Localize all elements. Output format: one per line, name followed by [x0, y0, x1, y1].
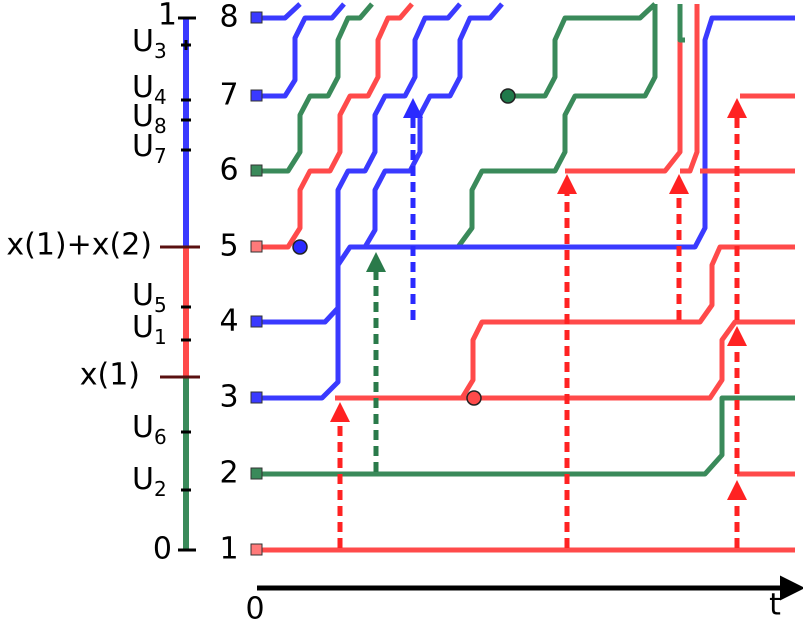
level-label: 2 [219, 456, 238, 491]
scale-label: U8 [132, 99, 167, 138]
level-label: 3 [219, 380, 238, 415]
scale-label: U5 [132, 278, 167, 317]
scale-label: U4 [132, 70, 167, 109]
scale-label: x(1)+x(2) [6, 228, 152, 263]
scale-label: U6 [132, 410, 167, 449]
scale-label: U2 [132, 462, 167, 501]
scale-label: U1 [132, 310, 167, 349]
level-label: 5 [219, 229, 238, 264]
level-label: 8 [219, 0, 238, 35]
scale-label: 0 [153, 532, 172, 567]
scale-label: 1 [158, 0, 177, 33]
level-label: 6 [219, 153, 238, 188]
jump-arrows [330, 98, 747, 548]
scale-label: U7 [132, 129, 167, 168]
scale-bar [160, 16, 200, 552]
trajectories [262, 2, 795, 553]
time-label: t [769, 588, 781, 623]
level-label: 7 [219, 78, 238, 113]
scale-label: U3 [132, 24, 167, 63]
level-label: 1 [219, 532, 238, 567]
event-markers [292, 88, 516, 406]
time-origin: 0 [245, 592, 264, 625]
start-markers [250, 11, 263, 556]
scale-label: x(1) [80, 358, 140, 393]
level-label: 4 [219, 304, 238, 339]
